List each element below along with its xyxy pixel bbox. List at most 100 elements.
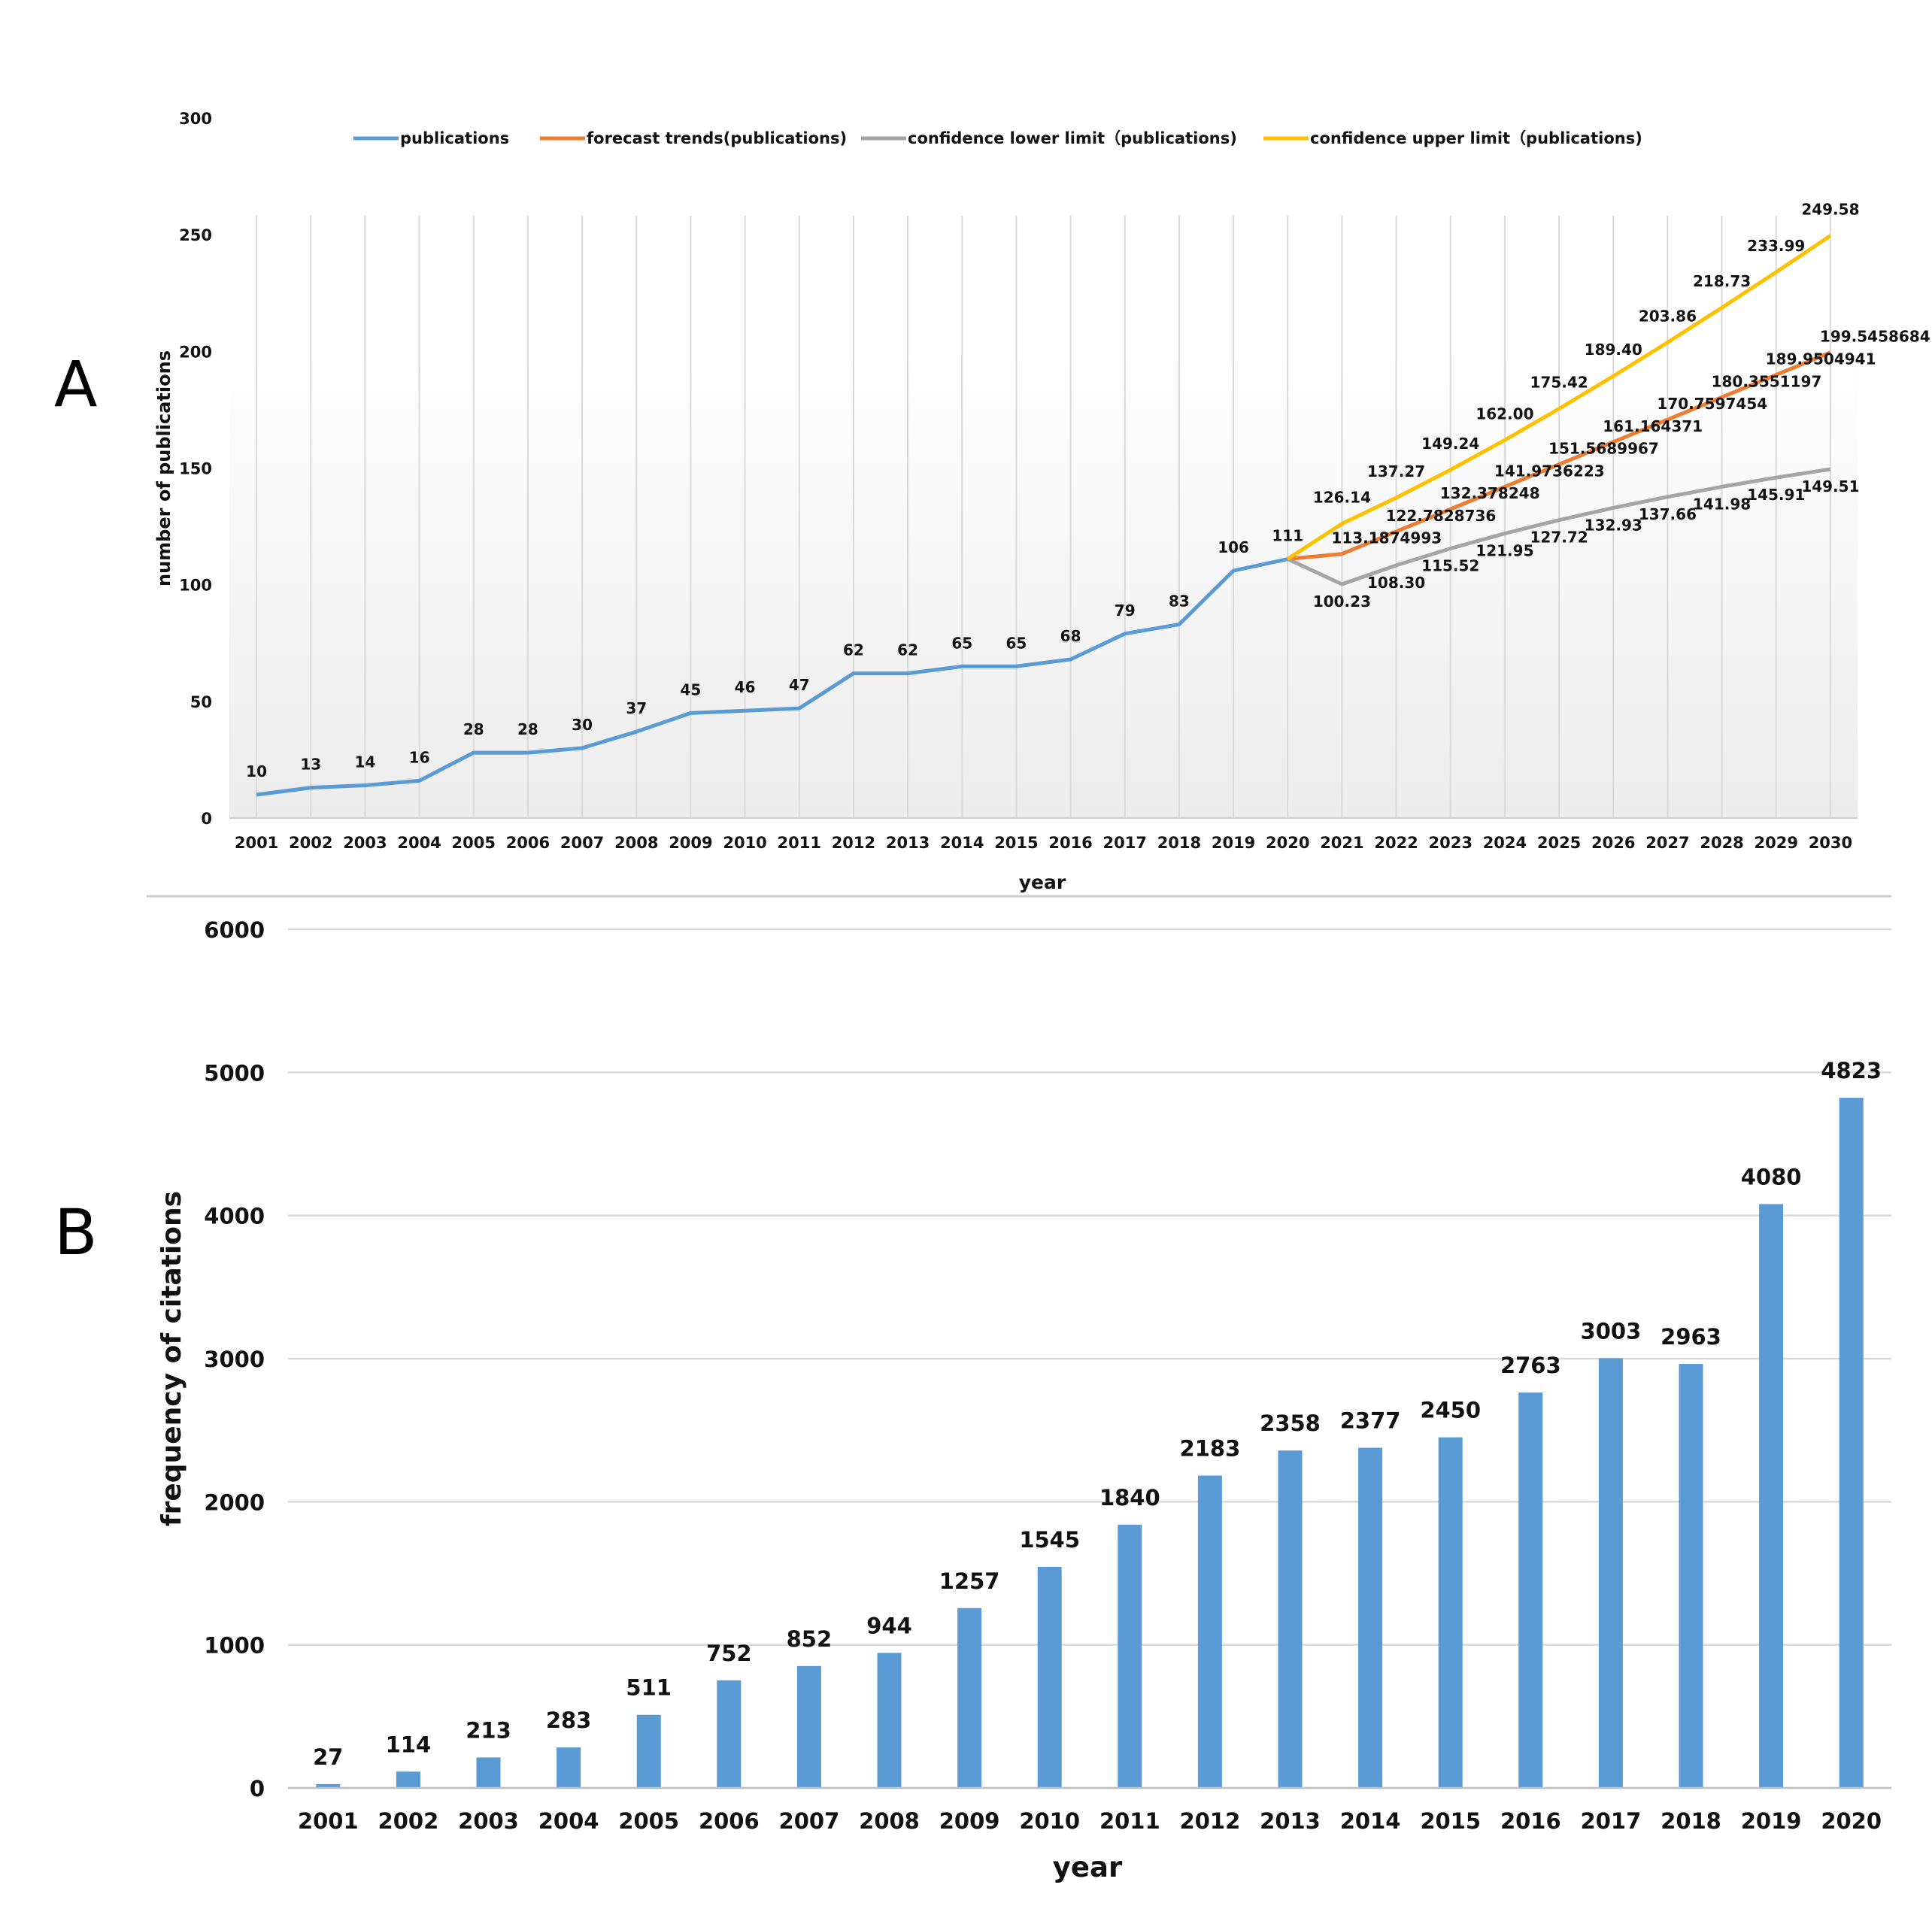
bar [877,1653,902,1788]
data-label: 79 [1115,601,1136,620]
data-label: 13 [300,756,321,774]
x-tick-label: 2012 [832,834,875,852]
x-tick-label: 2030 [1809,834,1852,852]
series-line [256,557,1288,797]
data-label: 170.7597454 [1657,395,1767,413]
x-tick-label: 2019 [1212,834,1255,852]
x-tick-label: 2014 [940,834,984,852]
data-label: 127.72 [1530,529,1588,547]
publications-line-chart: 0 50 100 150 200 250 300 2001 2002 2003 2004 2005 20… [153,110,1930,893]
data-label: 213 [466,1717,511,1743]
x-tick-label: 2023 [1429,834,1473,852]
y-tick-label: 6000 [204,917,265,943]
x-tick-label: 2020 [1821,1808,1882,1834]
data-label: 4823 [1821,1058,1882,1083]
data-label: 106 [1218,538,1249,556]
data-label: 62 [843,641,864,659]
x-tick-label: 2014 [1340,1808,1401,1834]
bar [316,1783,341,1788]
data-label: 199.5458684 [1820,328,1930,346]
data-label: 151.5689967 [1548,440,1659,458]
data-label: 149.51 [1801,477,1859,495]
x-tick-label: 2006 [699,1808,760,1834]
data-label: 3003 [1581,1318,1642,1344]
data-label: 162.00 [1476,405,1533,423]
data-label: 126.14 [1313,489,1371,507]
y-tick-label: 50 [190,693,212,711]
x-tick-label: 2020 [1266,834,1309,852]
x-tick-label: 2018 [1157,834,1201,852]
x-tick-label: 2003 [343,834,387,852]
data-label: 100.23 [1313,592,1371,611]
x-axis-title: year [1019,871,1066,893]
data-label: 65 [951,634,972,652]
legend-label: confidence upper limit（publications) [1310,129,1642,147]
bar [1037,1566,1062,1788]
series-line [1286,234,1832,561]
y-tick-label: 0 [250,1776,265,1801]
x-tick-label: 2019 [1741,1808,1802,1834]
data-label: 189.40 [1585,341,1642,359]
x-tick-label: 2006 [506,834,550,852]
bar [1197,1475,1222,1788]
x-tick-label: 2026 [1591,834,1635,852]
x-tick-label: 2008 [614,834,658,852]
panel-label-b: B [54,1195,98,1269]
data-label: 189.9504941 [1766,350,1876,368]
x-tick-label: 2025 [1537,834,1581,852]
y-tick-label: 150 [179,460,212,478]
bar [1438,1437,1463,1788]
data-label: 145.91 [1747,486,1805,504]
data-label: 283 [546,1708,592,1733]
x-tick-label: 2012 [1180,1808,1241,1834]
y-tick-label: 4000 [204,1204,265,1229]
y-tick-label: 1000 [204,1633,265,1659]
x-tick-label: 2018 [1661,1808,1721,1834]
legend-label: forecast trends(publications) [587,129,847,147]
data-label: 132.378248 [1440,484,1540,502]
x-tick-label: 2004 [397,834,441,852]
y-tick-label: 0 [201,810,212,828]
data-label: 113.1874993 [1331,529,1442,547]
x-tick-label: 2004 [538,1808,599,1834]
bar [557,1747,581,1788]
x-tick-label: 2013 [886,834,930,852]
x-tick-label: 2013 [1260,1808,1321,1834]
data-label: 137.66 [1639,505,1697,523]
data-label: 111 [1272,527,1303,545]
data-label: 30 [572,716,593,734]
x-tick-label: 2008 [859,1808,920,1834]
data-label: 115.52 [1421,557,1479,575]
x-tick-label: 2017 [1581,1808,1642,1834]
data-label: 161.164371 [1603,417,1703,435]
x-tick-label: 2016 [1048,834,1092,852]
x-tick-label: 2011 [1099,1808,1160,1834]
data-label: 944 [866,1613,912,1638]
data-label: 2377 [1340,1408,1401,1434]
x-tick-label: 2001 [235,834,278,852]
y-axis-title: number of publications [153,350,174,586]
data-label: 27 [313,1744,343,1770]
bar [796,1665,821,1788]
x-tick-label: 2017 [1103,834,1147,852]
bar [957,1608,982,1788]
data-label: 65 [1005,634,1027,652]
legend-label: confidence lower limit（publications) [908,129,1237,147]
data-label: 16 [409,748,430,766]
data-label: 122.7828736 [1386,507,1497,525]
data-label: 2963 [1661,1324,1721,1350]
legend-label: publications [400,129,509,147]
data-label: 37 [626,699,647,717]
data-label: 203.86 [1639,307,1697,325]
data-label: 141.98 [1693,495,1751,513]
x-tick-label: 2003 [458,1808,519,1834]
data-label: 132.93 [1585,516,1642,534]
x-tick-label: 2024 [1483,834,1527,852]
x-axis-title: year [1053,1851,1123,1883]
x-tick-label: 2015 [1420,1808,1481,1834]
x-tick-label: 2001 [298,1808,359,1834]
data-label: 10 [246,762,267,780]
data-label: 218.73 [1693,272,1751,290]
x-tick-label: 2010 [723,834,766,852]
